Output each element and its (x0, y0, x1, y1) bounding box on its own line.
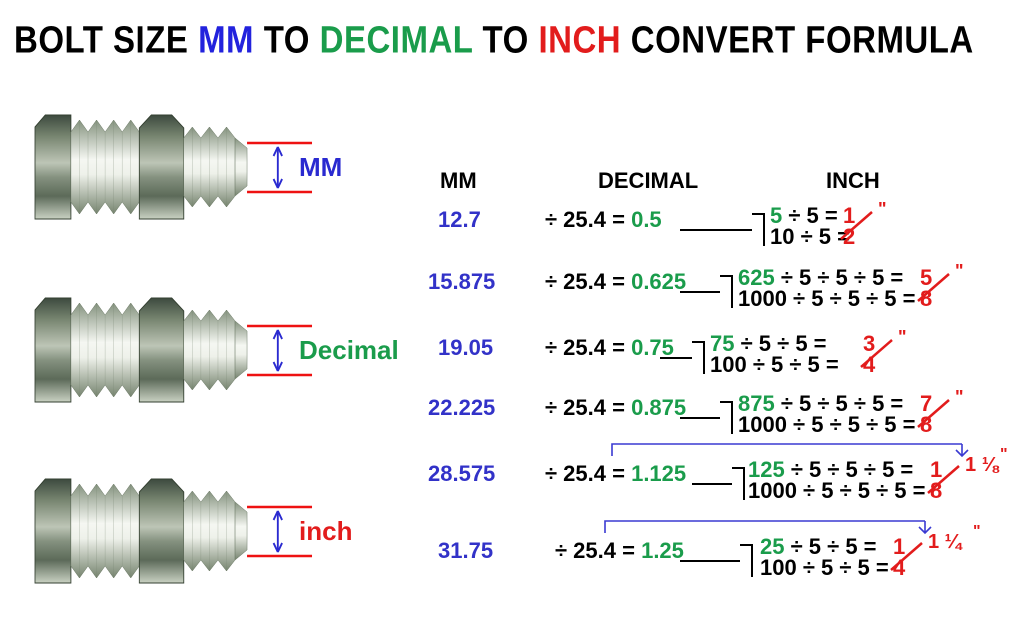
svg-text:MM: MM (299, 152, 342, 182)
svg-text:inch: inch (299, 516, 352, 546)
svg-text:Decimal: Decimal (299, 335, 399, 365)
